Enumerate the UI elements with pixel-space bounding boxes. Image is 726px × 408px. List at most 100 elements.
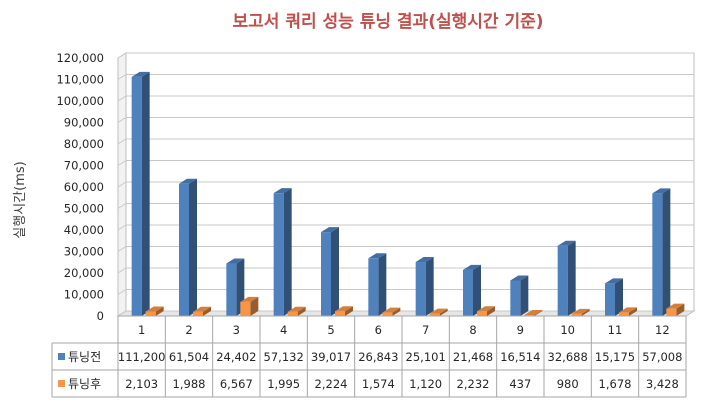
bar-top: [335, 306, 353, 312]
bar-top: [652, 188, 671, 194]
x-tick-label: 9: [517, 323, 524, 337]
bar-top: [240, 296, 259, 302]
bar-side: [331, 227, 339, 316]
bar-front: [571, 313, 582, 316]
legend-entry: 튜닝후: [68, 377, 101, 391]
bar-side: [534, 310, 543, 316]
bar-after: [571, 308, 590, 316]
data-label: 57,008: [642, 350, 682, 364]
bar-top: [287, 306, 306, 312]
bar-side: [425, 257, 434, 316]
bar-after: [145, 306, 164, 316]
x-tick-label: 6: [375, 323, 382, 337]
legend-swatch: [58, 380, 65, 387]
bar-side: [662, 188, 671, 316]
bar-front: [463, 269, 473, 316]
y-tick-label: 10,000: [64, 288, 104, 302]
bar-side: [283, 188, 292, 316]
bar-top: [510, 275, 529, 281]
bar-after: [477, 306, 495, 316]
bar-top: [382, 307, 401, 313]
y-tick-label: 50,000: [64, 202, 104, 216]
bar-front: [145, 311, 156, 316]
bar-front: [321, 232, 331, 316]
bar-side: [203, 306, 211, 316]
bar-top: [131, 71, 150, 77]
bar-top: [524, 310, 543, 316]
bar-top: [605, 278, 623, 284]
bar-after: [287, 306, 306, 316]
bar-front: [368, 258, 379, 316]
gridline: [117, 52, 694, 59]
x-tick-label: 5: [327, 323, 334, 337]
bar-side: [439, 308, 448, 316]
bar-before: [415, 257, 434, 316]
y-tick-label: 120,000: [56, 51, 104, 65]
bar-side: [567, 240, 576, 316]
bar-side: [392, 307, 401, 316]
gridline: [117, 224, 694, 231]
bar-front: [382, 312, 393, 316]
x-tick-label: 7: [422, 323, 429, 337]
y-tick-label: 20,000: [64, 266, 104, 280]
data-label: 21,468: [453, 350, 493, 364]
gridline: [117, 203, 694, 209]
gridline: [117, 138, 694, 145]
data-label: 57,132: [264, 350, 304, 364]
gridline: [117, 310, 694, 317]
plot-back-wall: [116, 52, 696, 317]
bar-top: [273, 188, 292, 194]
data-label: 2,103: [125, 377, 158, 391]
y-tick-label: 70,000: [64, 159, 104, 173]
bar-top: [145, 306, 164, 312]
bar-top: [666, 303, 685, 309]
bar-front: [193, 311, 203, 316]
bar-front: [477, 311, 487, 316]
bar-front: [335, 311, 345, 316]
y-tick-label: 90,000: [64, 116, 104, 130]
y-tick-label: 110,000: [56, 73, 104, 87]
data-label: 3,428: [646, 377, 679, 391]
gridline: [117, 160, 694, 166]
y-tick-label: 40,000: [64, 223, 104, 237]
bar-front: [557, 245, 568, 316]
bar-side: [297, 306, 306, 316]
bar-top: [477, 306, 495, 312]
data-label: 2,232: [457, 377, 490, 391]
bar-side: [676, 303, 685, 316]
bar-top: [571, 308, 590, 314]
bar-after: [335, 306, 353, 316]
bar-side: [520, 275, 529, 316]
y-axis-ticks: 0 10,000 20,000 30,000 40,000 50,000 60,000 70,…: [56, 51, 104, 323]
bar-after: [429, 308, 448, 316]
gridline: [117, 246, 694, 252]
bar-side: [155, 306, 164, 316]
bar-front: [666, 308, 677, 316]
bar-before: [321, 227, 339, 316]
bar-before: [510, 275, 529, 316]
bar-front: [226, 263, 237, 316]
bar-top: [321, 227, 339, 233]
bar-side: [250, 296, 259, 316]
bar-front: [429, 313, 440, 316]
data-label: 1,120: [409, 377, 442, 391]
bar-before: [463, 264, 481, 316]
data-label: 980: [557, 377, 579, 391]
bar-top: [557, 240, 576, 246]
bar-after: [619, 307, 637, 316]
bar-after: [193, 306, 211, 316]
bar-front: [131, 76, 142, 316]
bar-top: [226, 258, 245, 264]
bar-top: [415, 257, 434, 263]
bar-after: [240, 296, 259, 316]
bar-before: [179, 178, 197, 316]
y-tick-label: 100,000: [56, 94, 104, 108]
y-tick-label: 0: [97, 309, 104, 323]
bar-front: [415, 262, 426, 316]
gridline: [117, 267, 694, 274]
x-tick-label: 3: [233, 323, 240, 337]
bar-front: [619, 312, 629, 316]
gridline: [117, 95, 694, 102]
data-label: 39,017: [311, 350, 351, 364]
